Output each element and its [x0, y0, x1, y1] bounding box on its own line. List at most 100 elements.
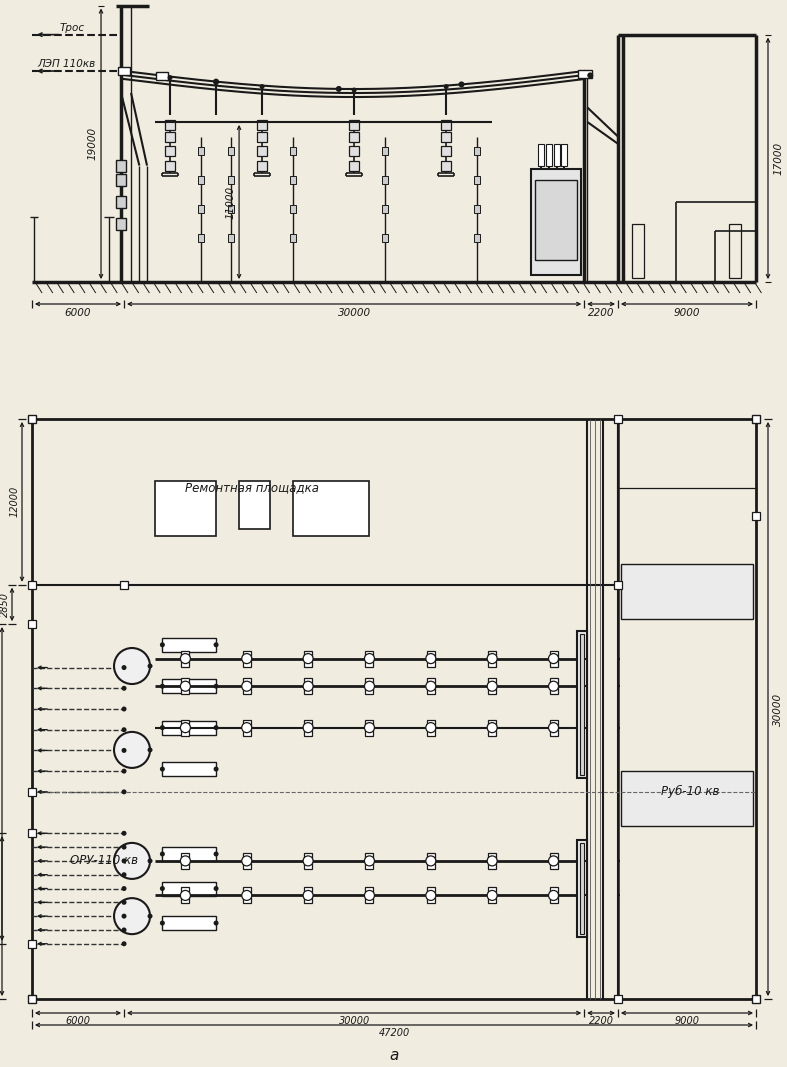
Bar — [198, 176, 204, 185]
Bar — [228, 235, 235, 242]
Bar — [549, 679, 557, 695]
Circle shape — [487, 722, 497, 733]
Circle shape — [213, 642, 219, 648]
Bar — [623, 589, 751, 599]
Circle shape — [121, 686, 127, 690]
Bar — [579, 843, 584, 934]
Bar — [614, 996, 622, 1003]
Bar — [427, 719, 434, 735]
Bar — [614, 415, 622, 423]
Circle shape — [213, 684, 219, 688]
Bar — [578, 70, 592, 78]
Bar — [442, 131, 451, 142]
Bar — [304, 651, 312, 667]
Bar — [546, 144, 552, 165]
Circle shape — [114, 648, 150, 684]
Circle shape — [160, 766, 165, 771]
Circle shape — [147, 664, 153, 669]
Circle shape — [364, 891, 375, 901]
Circle shape — [160, 726, 165, 730]
Circle shape — [260, 84, 264, 89]
Circle shape — [352, 87, 357, 93]
Circle shape — [180, 681, 190, 691]
Bar — [752, 512, 760, 520]
Bar — [365, 651, 374, 667]
Bar — [535, 180, 577, 260]
Bar — [621, 564, 753, 619]
Bar — [198, 147, 204, 155]
Circle shape — [213, 851, 219, 857]
Bar — [621, 771, 753, 826]
Bar — [382, 176, 388, 185]
Circle shape — [364, 722, 375, 733]
Text: ЛЭП 110кв: ЛЭП 110кв — [37, 59, 95, 69]
Bar — [162, 762, 216, 776]
Bar — [427, 888, 434, 904]
Bar — [293, 481, 369, 537]
Bar — [118, 67, 130, 75]
Circle shape — [487, 681, 497, 691]
Circle shape — [242, 856, 252, 866]
Bar — [181, 719, 190, 735]
Bar — [579, 634, 584, 775]
Bar — [349, 120, 359, 130]
Circle shape — [549, 856, 559, 866]
Circle shape — [121, 845, 127, 849]
Text: 2850: 2850 — [0, 592, 10, 617]
Bar — [116, 218, 126, 229]
Bar — [549, 853, 557, 869]
Circle shape — [121, 768, 127, 774]
Bar — [488, 719, 496, 735]
Text: 11000: 11000 — [225, 186, 235, 219]
Circle shape — [213, 766, 219, 771]
Bar — [623, 601, 751, 610]
Circle shape — [121, 790, 127, 794]
Circle shape — [114, 732, 150, 768]
Text: 19000: 19000 — [87, 127, 97, 160]
Circle shape — [213, 886, 219, 891]
Circle shape — [180, 722, 190, 733]
Bar — [530, 169, 581, 274]
Text: 9000: 9000 — [674, 308, 700, 318]
Bar — [623, 566, 751, 576]
Bar — [165, 131, 175, 142]
Circle shape — [121, 913, 127, 919]
Circle shape — [160, 886, 165, 891]
Bar — [577, 631, 587, 778]
Bar — [577, 840, 587, 937]
Bar — [427, 651, 434, 667]
Bar — [116, 174, 126, 186]
Circle shape — [303, 681, 313, 691]
Circle shape — [180, 891, 190, 901]
Bar — [120, 580, 128, 589]
Bar — [181, 888, 190, 904]
Bar — [242, 888, 251, 904]
Bar — [228, 176, 235, 185]
Bar — [365, 719, 374, 735]
Bar — [28, 787, 36, 796]
Circle shape — [587, 73, 593, 78]
Circle shape — [487, 654, 497, 664]
Circle shape — [121, 941, 127, 946]
Bar — [290, 235, 296, 242]
Bar — [474, 205, 480, 213]
Bar — [623, 786, 751, 797]
Bar — [553, 144, 560, 165]
Bar — [729, 224, 741, 277]
Text: 6000: 6000 — [65, 308, 91, 318]
Circle shape — [180, 654, 190, 664]
Circle shape — [426, 891, 436, 901]
Text: 2200: 2200 — [589, 1016, 614, 1026]
Bar — [623, 774, 751, 783]
Bar — [162, 638, 216, 652]
Bar — [181, 651, 190, 667]
Bar — [442, 161, 451, 171]
Bar — [198, 205, 204, 213]
Bar — [242, 719, 251, 735]
Circle shape — [303, 722, 313, 733]
Bar — [165, 161, 175, 171]
Bar — [474, 176, 480, 185]
Bar — [442, 146, 451, 156]
Bar — [181, 679, 190, 695]
Text: 2200: 2200 — [588, 308, 615, 318]
